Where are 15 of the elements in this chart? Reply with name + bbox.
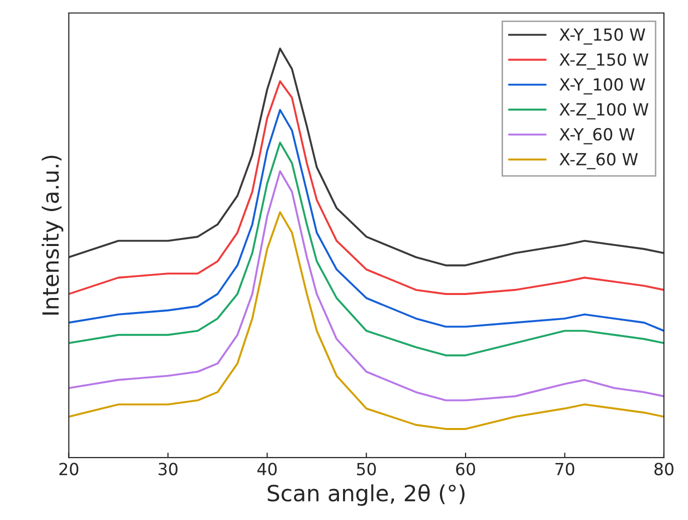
x-tick-label: 20 [59,462,78,476]
legend-label: X-Z_150 W [559,53,648,70]
legend-label: X-Y_100 W [559,78,646,94]
legend-label: X-Z_60 W [559,152,638,170]
y-axis-title: Intensity (a.u.) [42,156,64,315]
x-tick-label: 60 [456,462,476,476]
x-tick-label: 30 [158,462,178,476]
legend-label: X-Y_60 W [559,128,635,144]
x-axis-title: Scan angle, 2θ (°) [268,484,465,506]
x-tick-label: 50 [357,462,376,476]
legend-label: X-Z_100 W [559,103,648,120]
x-tick-label: 40 [257,462,277,476]
x-tick-label: 80 [654,462,674,476]
legend-label: X-Y_150 W [559,28,646,45]
x-tick-label: 70 [555,462,574,476]
